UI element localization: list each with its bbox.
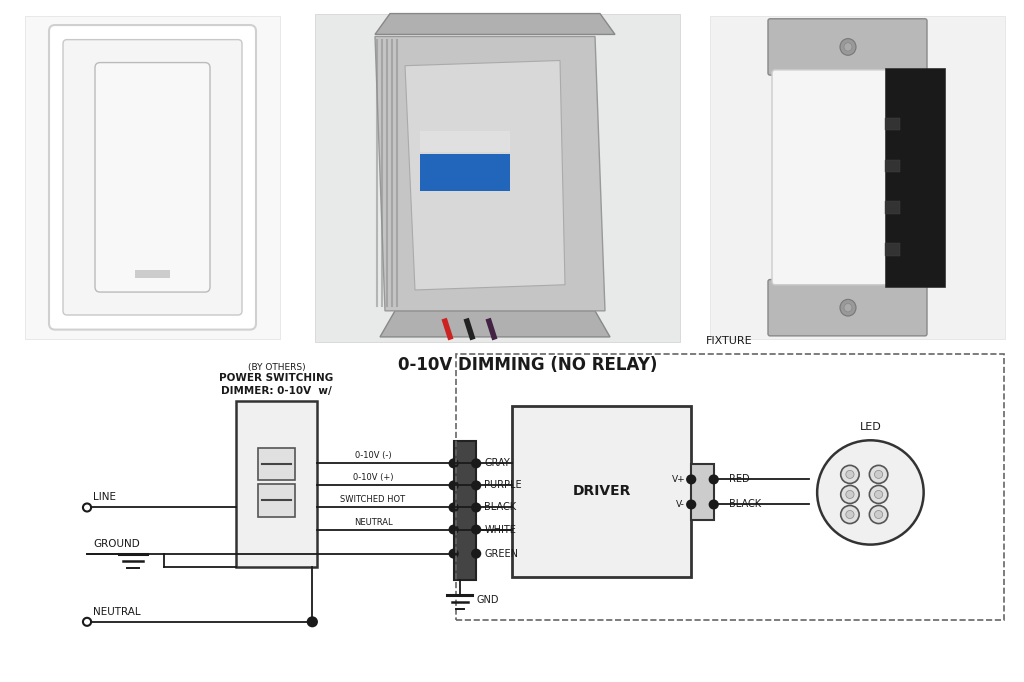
Circle shape [449, 524, 459, 535]
Text: SWITCHED HOT: SWITCHED HOT [340, 496, 406, 505]
Circle shape [841, 465, 859, 484]
Circle shape [449, 458, 459, 469]
Circle shape [844, 303, 852, 312]
Circle shape [869, 505, 888, 524]
Bar [25, 16, 280, 339]
Bar [885, 243, 900, 256]
FancyBboxPatch shape [63, 40, 242, 315]
Circle shape [686, 499, 696, 509]
Circle shape [841, 486, 859, 503]
Text: 0-10V DIMMING (NO RELAY): 0-10V DIMMING (NO RELAY) [397, 356, 657, 374]
Circle shape [874, 471, 883, 478]
Polygon shape [375, 14, 615, 34]
Text: WHITE: WHITE [484, 524, 516, 535]
Bar [691, 464, 714, 520]
Text: V+: V+ [672, 475, 685, 484]
FancyBboxPatch shape [95, 63, 210, 292]
Circle shape [449, 503, 459, 512]
Circle shape [869, 486, 888, 503]
Circle shape [686, 475, 696, 484]
Circle shape [83, 618, 91, 626]
Text: GROUND: GROUND [93, 539, 140, 548]
Text: POWER SWITCHING: POWER SWITCHING [219, 373, 334, 383]
Circle shape [840, 39, 856, 55]
Text: FIXTURE: FIXTURE [707, 336, 753, 346]
Circle shape [471, 480, 481, 490]
Text: PURPLE: PURPLE [484, 480, 522, 490]
Text: BLACK: BLACK [729, 499, 761, 509]
Text: (BY OTHERS): (BY OTHERS) [248, 363, 305, 372]
Text: BLACK: BLACK [484, 503, 516, 512]
Circle shape [449, 548, 459, 559]
Bar [885, 68, 945, 287]
Circle shape [844, 43, 852, 51]
Circle shape [840, 299, 856, 316]
Circle shape [471, 458, 481, 469]
Polygon shape [406, 61, 565, 290]
Circle shape [471, 524, 481, 535]
FancyBboxPatch shape [772, 70, 888, 285]
Text: GREEN: GREEN [484, 548, 518, 559]
Circle shape [874, 490, 883, 499]
Bar [420, 154, 510, 191]
Text: RED: RED [729, 475, 750, 484]
Circle shape [869, 465, 888, 484]
Bar [456, 354, 1004, 620]
Bar [512, 406, 691, 577]
Bar [258, 484, 295, 516]
Circle shape [874, 511, 883, 518]
Circle shape [709, 499, 719, 509]
Bar [135, 270, 170, 278]
Circle shape [449, 480, 459, 490]
Circle shape [841, 505, 859, 524]
Circle shape [471, 548, 481, 559]
Text: V-: V- [676, 500, 685, 509]
Circle shape [846, 471, 854, 478]
Text: GRAY: GRAY [484, 458, 510, 469]
Circle shape [83, 503, 91, 512]
Text: NEUTRAL: NEUTRAL [93, 607, 141, 617]
Polygon shape [375, 37, 605, 311]
Text: LINE: LINE [93, 492, 116, 503]
Circle shape [817, 441, 924, 545]
Bar [710, 16, 1005, 339]
Circle shape [307, 617, 318, 627]
Bar [315, 14, 680, 342]
Circle shape [709, 475, 719, 484]
Bar [258, 448, 295, 480]
Text: DIMMER: 0-10V  w/: DIMMER: 0-10V w/ [221, 386, 332, 396]
FancyBboxPatch shape [768, 280, 927, 336]
Text: NEUTRAL: NEUTRAL [353, 518, 392, 527]
FancyBboxPatch shape [49, 25, 256, 329]
Circle shape [471, 503, 481, 512]
Text: DRIVER: DRIVER [572, 484, 631, 499]
Bar [236, 401, 317, 567]
Polygon shape [380, 311, 610, 337]
Bar [885, 160, 900, 172]
Text: 0-10V (+): 0-10V (+) [352, 473, 393, 482]
FancyBboxPatch shape [768, 19, 927, 75]
Bar [885, 118, 900, 130]
Bar [885, 201, 900, 214]
Circle shape [846, 511, 854, 518]
Circle shape [846, 490, 854, 499]
Bar [454, 441, 476, 580]
Bar [420, 132, 510, 152]
Text: 0-10V (-): 0-10V (-) [354, 451, 391, 460]
Text: LED: LED [859, 422, 882, 432]
Text: GND: GND [476, 595, 499, 605]
